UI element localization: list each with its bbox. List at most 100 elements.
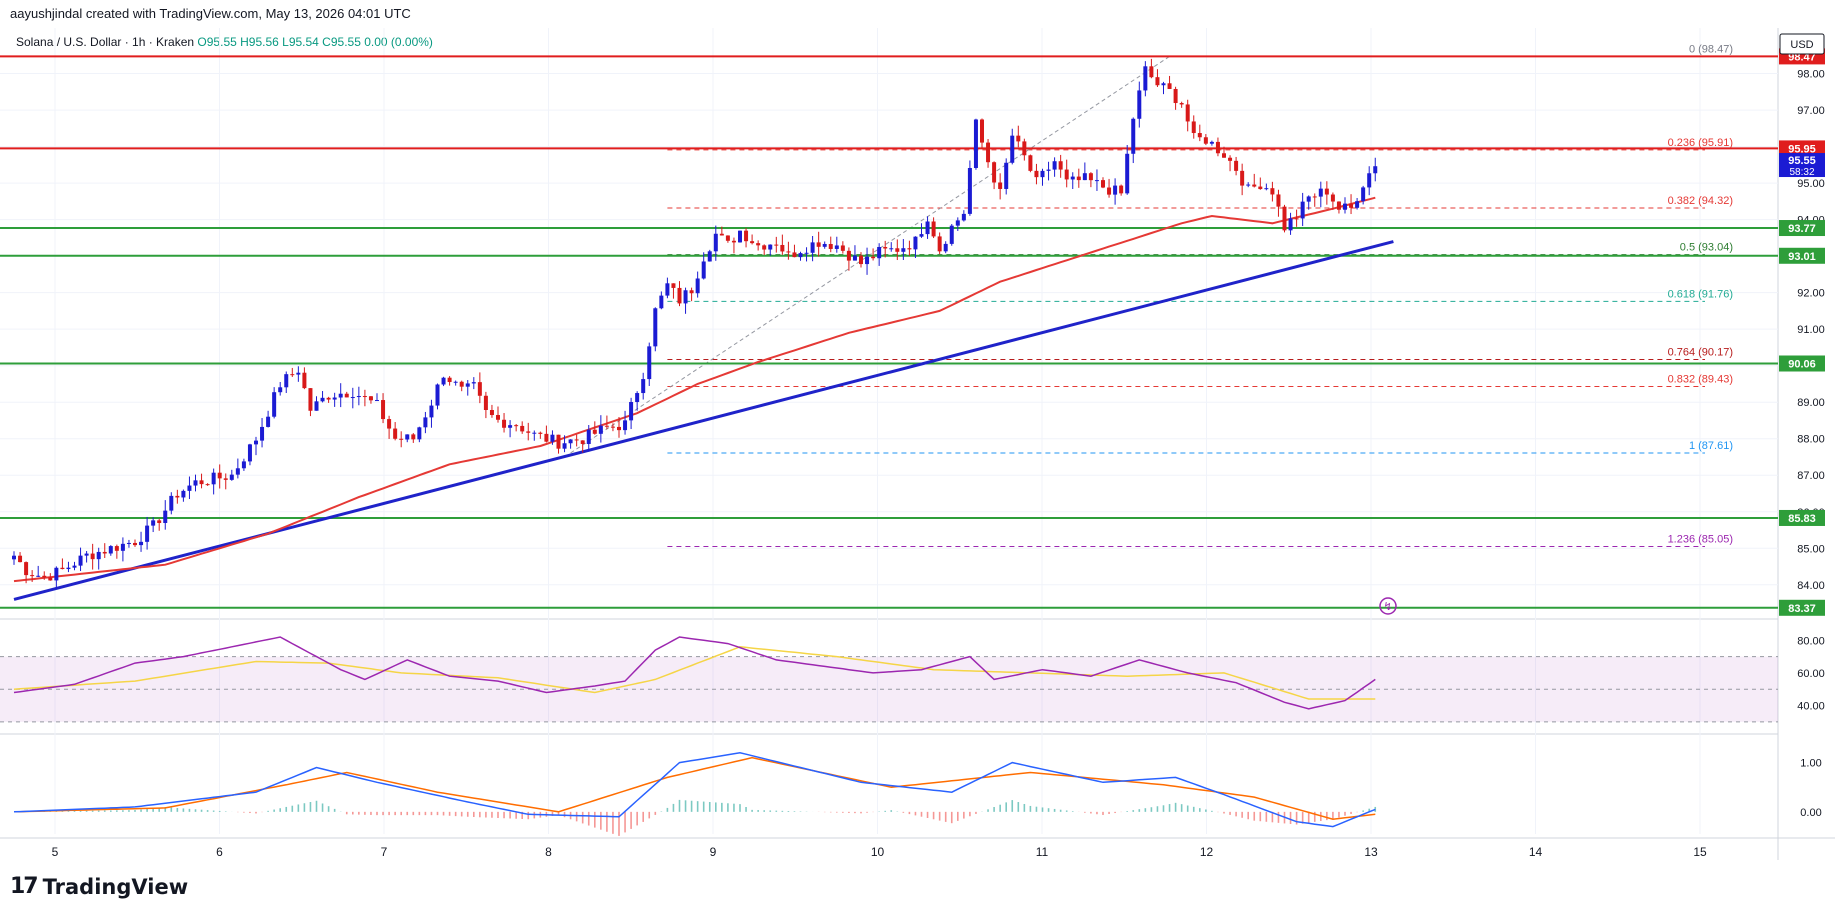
candle-body [423,417,428,428]
candle-body [1149,66,1154,78]
candle-body [308,388,313,411]
rsi-ma-line [13,646,1376,700]
candle-body [1203,137,1208,144]
chart-credit: aayushjindal created with TradingView.co… [10,6,411,21]
candle-body [834,245,839,249]
candle-body [1258,186,1263,190]
candle-body [1282,206,1287,231]
candle-body [671,283,676,288]
candle-body [604,425,609,427]
candle-body [586,429,591,444]
currency-box [1779,33,1825,55]
candle-body [889,248,894,250]
candle-body [1167,83,1172,89]
candle-body [774,244,779,246]
level-price-label: 93.77 [1788,223,1816,235]
candle-body [66,567,71,570]
bar-countdown: 58:32 [1789,167,1814,178]
candle-body [762,245,767,250]
candle-body [508,425,513,428]
candle-body [828,243,833,249]
time-tick-label: 14 [1529,845,1543,859]
rsi-line [13,636,1376,710]
candle-body [695,278,700,294]
candle-body [314,401,319,411]
candle-body [1373,166,1378,174]
candle-body [18,555,23,563]
candle-body [562,443,567,449]
candle-body [187,485,192,491]
candle-body [1288,218,1293,231]
candle-body [617,426,621,431]
candle-body [381,400,386,420]
price-tick-label: 95.00 [1797,178,1825,190]
candle-body [332,397,337,400]
candle-body [84,553,89,556]
time-tick-label: 13 [1364,845,1378,859]
candle-body [411,434,416,440]
candle-body [459,381,464,387]
fib-diagonal [570,55,1170,454]
candle-body [1022,141,1027,156]
candle-body [139,541,144,546]
candle-body [1324,188,1329,195]
candle-body [175,495,180,498]
rsi-tick-label: 80.00 [1797,635,1825,647]
candle-body [804,252,809,254]
tradingview-logo-icon: 17 [10,874,39,899]
time-tick-label: 9 [710,845,717,859]
candle-body [1052,161,1057,170]
candle-body [1300,201,1305,219]
candle-body [1240,170,1245,186]
candle-body [514,425,519,427]
symbol-name[interactable]: Solana / U.S. Dollar · 1h · Kraken [16,35,195,49]
candle-body [42,575,47,578]
candle-body [1016,135,1021,142]
fib-level-label: 0.236 (95.91) [1668,137,1733,149]
lightning-icon: ↯ [1383,601,1392,613]
footer-logo[interactable]: 17 TradingView [10,874,188,899]
candle-body [574,439,579,441]
candle-body [1119,185,1124,194]
candle-body [1276,194,1281,207]
candle-body [822,243,827,247]
candle-body [1264,188,1269,190]
price-tick-label: 97.00 [1797,105,1825,117]
time-tick-label: 7 [381,845,388,859]
candle-body [550,434,555,442]
candle-body [453,381,458,383]
candle-body [24,562,29,576]
macd-tick-label: 1.00 [1800,758,1821,770]
candle-body [78,555,83,566]
candle-body [798,253,803,258]
level-price-label: 85.83 [1788,513,1816,525]
candle-body [1246,184,1251,186]
candle-body [1343,203,1347,210]
price-tick-label: 98.00 [1797,69,1825,81]
price-tick-label: 88.00 [1797,434,1825,446]
candle-body [1040,170,1045,178]
candle-body [659,295,664,309]
candle-body [1004,162,1009,189]
candle-body [223,478,228,480]
level-price-tag [1779,247,1825,264]
price-tick-label: 87.00 [1797,470,1825,482]
candle-body [592,429,597,434]
candle-body [568,439,573,444]
candle-body [725,235,730,241]
candle-body [538,432,543,434]
candle-body [852,255,857,261]
candle-body [1064,169,1069,180]
candle-body [30,575,35,577]
candle-body [1046,169,1051,171]
candle-body [665,283,670,296]
candle-body [326,397,331,400]
candle-body [126,542,131,544]
candle-body [48,577,53,581]
macd-signal-line [13,756,1376,820]
candle-body [1179,103,1184,105]
candle-body [1336,201,1341,210]
candle-body [241,461,246,469]
candle-body [60,567,65,570]
